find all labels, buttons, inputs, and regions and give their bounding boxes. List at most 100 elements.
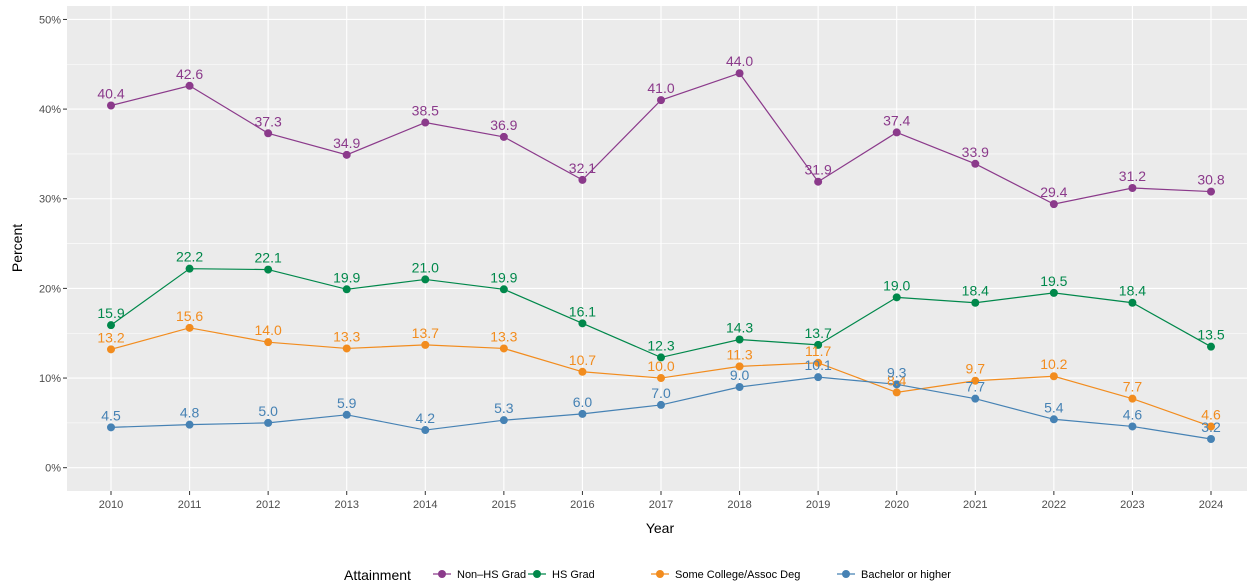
data-label: 31.9 [805, 162, 832, 178]
data-point [421, 118, 430, 127]
legend-key-point [438, 570, 446, 578]
data-label: 13.3 [490, 328, 517, 344]
legend-item: Some College/Assoc Deg [651, 569, 800, 581]
data-label: 4.6 [1201, 406, 1221, 422]
data-point [971, 298, 980, 307]
data-point [421, 275, 430, 284]
y-tick-label: 50% [39, 14, 61, 26]
data-point [657, 353, 665, 362]
data-label: 11.7 [805, 343, 831, 359]
data-label: 5.4 [1044, 399, 1064, 415]
data-label: 5.9 [337, 395, 357, 411]
data-label: 14.0 [255, 322, 282, 338]
data-label: 18.4 [1119, 283, 1146, 299]
data-label: 13.7 [412, 325, 439, 341]
series-points [107, 69, 1215, 444]
data-point [342, 285, 351, 294]
data-point [421, 340, 430, 349]
data-label: 34.9 [333, 135, 360, 151]
data-point [264, 129, 273, 138]
data-point [735, 383, 744, 392]
data-point [578, 367, 587, 376]
x-tick-label: 2015 [492, 499, 516, 511]
data-point [657, 96, 665, 105]
data-label: 3.2 [1201, 419, 1221, 435]
x-tick-label: 2018 [727, 499, 751, 511]
data-point [578, 409, 587, 418]
data-point [499, 344, 508, 353]
data-label: 38.5 [412, 103, 439, 119]
data-point [342, 410, 351, 419]
data-point [1049, 200, 1058, 209]
data-point [1207, 187, 1215, 196]
legend: Attainment Non–HS Grad HS Grad Some Colleg… [344, 567, 951, 583]
data-label: 10.1 [805, 357, 832, 373]
data-label: 10.7 [569, 352, 596, 368]
data-point [107, 101, 115, 110]
data-point [814, 340, 823, 349]
data-label: 18.4 [962, 283, 989, 299]
data-point [657, 400, 665, 409]
y-axis-ticks: 0% 10% 20% 30% 40% 50% [39, 14, 67, 475]
x-tick-label: 2011 [178, 499, 202, 511]
data-label: 7.7 [1123, 379, 1143, 395]
x-tick-label: 2019 [806, 499, 830, 511]
legend-key-point [533, 570, 541, 578]
data-label: 9.7 [966, 361, 986, 377]
legend-key-point [656, 570, 664, 578]
data-label: 15.6 [176, 308, 203, 324]
legend-item: Bachelor or higher [837, 569, 951, 581]
data-point [578, 175, 587, 184]
data-point [107, 345, 115, 354]
x-tick-label: 2010 [99, 499, 123, 511]
data-point [1128, 422, 1137, 431]
data-point [264, 418, 273, 427]
x-tick-label: 2013 [334, 499, 358, 511]
x-tick-label: 2021 [963, 499, 987, 511]
data-point [892, 128, 901, 137]
data-label: 44.0 [726, 53, 753, 69]
data-label: 4.2 [416, 410, 436, 426]
x-tick-label: 2016 [570, 499, 594, 511]
data-label: 4.5 [101, 407, 121, 423]
data-label: 9.3 [887, 364, 907, 380]
y-tick-label: 30% [39, 194, 61, 206]
y-tick-label: 0% [45, 463, 61, 475]
data-label: 9.0 [730, 367, 750, 383]
data-point [499, 416, 508, 425]
legend-label: Non–HS Grad [457, 569, 526, 581]
data-label: 36.9 [490, 117, 517, 133]
data-label: 10.2 [1040, 356, 1067, 372]
data-point [1207, 342, 1215, 351]
data-point [185, 323, 194, 332]
legend-label: Some College/Assoc Deg [675, 569, 800, 581]
data-label: 42.6 [176, 66, 203, 82]
data-point [971, 159, 980, 168]
y-tick-label: 20% [39, 283, 61, 295]
data-label: 13.7 [805, 325, 832, 341]
data-label: 13.2 [97, 329, 124, 345]
data-label: 30.8 [1197, 172, 1224, 188]
legend-item: Non–HS Grad [433, 569, 526, 581]
y-tick-label: 40% [39, 104, 61, 116]
y-axis-title: Percent [9, 224, 25, 272]
data-label: 16.1 [569, 303, 596, 319]
data-point [342, 150, 351, 159]
x-tick-label: 2023 [1120, 499, 1144, 511]
data-point [892, 293, 901, 302]
data-point [735, 69, 744, 78]
x-tick-label: 2022 [1042, 499, 1066, 511]
x-axis-title: Year [646, 520, 675, 536]
data-label: 7.7 [966, 379, 986, 395]
data-point [264, 265, 273, 274]
data-label: 13.5 [1197, 327, 1224, 343]
major-gridlines [67, 6, 1247, 491]
legend-title: Attainment [344, 567, 411, 583]
data-point [892, 380, 901, 389]
data-label: 22.2 [176, 249, 203, 265]
data-point [1128, 183, 1137, 192]
data-label: 4.8 [180, 405, 200, 421]
legend-item: HS Grad [528, 569, 595, 581]
data-label: 5.3 [494, 400, 514, 416]
data-label: 19.9 [333, 269, 360, 285]
